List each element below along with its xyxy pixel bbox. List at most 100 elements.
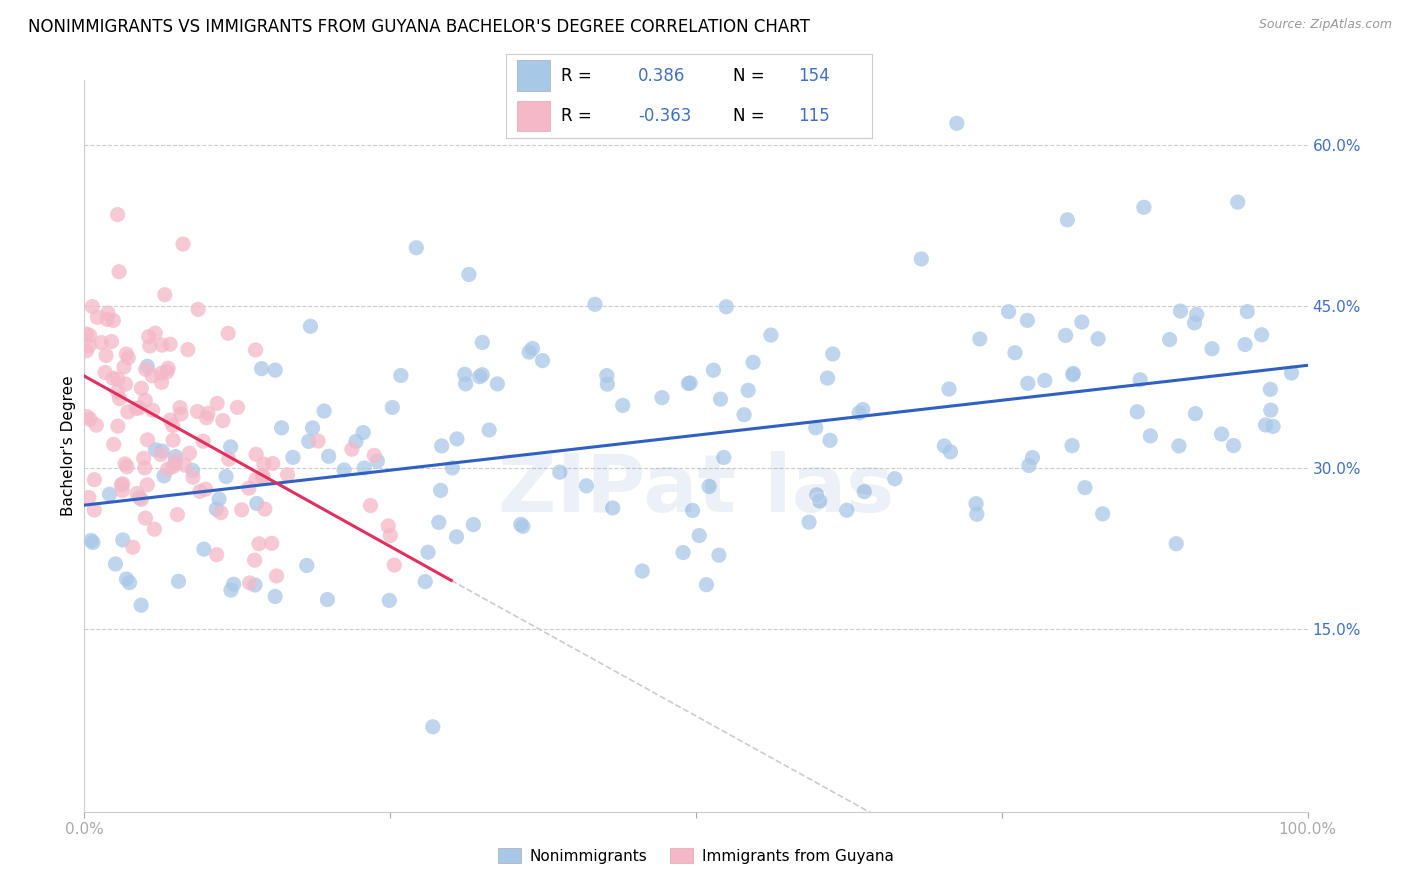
- Point: [446, 432, 468, 446]
- Point: [939, 445, 962, 459]
- Point: [115, 347, 138, 361]
- Point: [405, 241, 427, 255]
- Point: [1254, 417, 1277, 432]
- Text: 154: 154: [799, 67, 830, 85]
- Point: [134, 461, 156, 475]
- Point: [226, 401, 249, 415]
- Point: [1211, 427, 1233, 442]
- Point: [264, 590, 287, 604]
- Point: [97, 306, 120, 320]
- Point: [107, 419, 129, 434]
- Point: [111, 483, 134, 498]
- Point: [115, 572, 138, 586]
- Point: [596, 368, 619, 383]
- Point: [205, 502, 228, 516]
- Point: [208, 491, 231, 506]
- Point: [366, 454, 388, 468]
- Point: [103, 437, 125, 451]
- Point: [80, 533, 103, 548]
- Point: [245, 343, 267, 357]
- Text: 0.386: 0.386: [638, 67, 685, 85]
- Point: [380, 528, 402, 542]
- Point: [159, 413, 181, 427]
- Point: [966, 508, 988, 522]
- Point: [377, 519, 399, 533]
- Point: [150, 338, 173, 352]
- Point: [486, 376, 509, 391]
- Point: [1184, 316, 1206, 330]
- Point: [340, 442, 363, 457]
- Point: [138, 329, 160, 343]
- Point: [131, 381, 153, 395]
- Point: [1021, 450, 1043, 465]
- Point: [90, 335, 112, 350]
- Point: [848, 406, 870, 420]
- Point: [821, 347, 844, 361]
- Point: [1185, 308, 1208, 322]
- Point: [117, 405, 139, 419]
- Point: [153, 468, 176, 483]
- Text: ZIPat las: ZIPat las: [498, 450, 894, 529]
- Point: [301, 421, 323, 435]
- Point: [114, 457, 136, 471]
- Point: [252, 468, 274, 483]
- Point: [253, 502, 276, 516]
- Point: [197, 406, 219, 420]
- Point: [713, 450, 735, 465]
- Point: [454, 376, 477, 391]
- Point: [299, 319, 322, 334]
- Point: [651, 391, 673, 405]
- Point: [1261, 419, 1284, 434]
- Point: [83, 503, 105, 517]
- Point: [1226, 195, 1249, 210]
- Point: [1062, 367, 1084, 381]
- Point: [108, 265, 131, 279]
- Point: [107, 372, 129, 386]
- Point: [219, 583, 242, 598]
- Point: [1062, 368, 1084, 382]
- Point: [307, 434, 329, 448]
- Point: [314, 404, 336, 418]
- Point: [679, 376, 702, 390]
- Text: Source: ZipAtlas.com: Source: ZipAtlas.com: [1258, 18, 1392, 31]
- Point: [187, 302, 209, 317]
- Point: [522, 342, 544, 356]
- Point: [835, 503, 858, 517]
- Text: NONIMMIGRANTS VS IMMIGRANTS FROM GUYANA BACHELOR'S DEGREE CORRELATION CHART: NONIMMIGRANTS VS IMMIGRANTS FROM GUYANA …: [28, 18, 810, 36]
- Point: [166, 508, 188, 522]
- Point: [186, 404, 208, 418]
- Point: [77, 338, 100, 352]
- Point: [969, 332, 991, 346]
- Point: [104, 557, 127, 571]
- Point: [142, 403, 165, 417]
- Point: [145, 442, 167, 457]
- Point: [194, 482, 217, 496]
- Point: [413, 574, 436, 589]
- Point: [94, 366, 117, 380]
- Point: [139, 339, 162, 353]
- Point: [318, 450, 340, 464]
- Text: R =: R =: [561, 67, 592, 85]
- Point: [1004, 345, 1026, 359]
- Point: [135, 362, 157, 376]
- Point: [1170, 304, 1192, 318]
- Point: [759, 328, 782, 343]
- Point: [195, 410, 218, 425]
- Point: [96, 312, 118, 326]
- Point: [246, 496, 269, 510]
- Text: R =: R =: [561, 107, 592, 125]
- Point: [471, 368, 494, 382]
- Point: [1054, 328, 1077, 343]
- Point: [101, 371, 124, 385]
- Point: [277, 467, 299, 482]
- Point: [94, 348, 117, 362]
- Point: [1070, 315, 1092, 329]
- Point: [98, 487, 121, 501]
- Point: [381, 401, 404, 415]
- Point: [817, 371, 839, 385]
- Point: [217, 326, 239, 341]
- Point: [344, 434, 367, 449]
- Point: [205, 548, 228, 562]
- Point: [797, 515, 820, 529]
- Point: [238, 481, 260, 495]
